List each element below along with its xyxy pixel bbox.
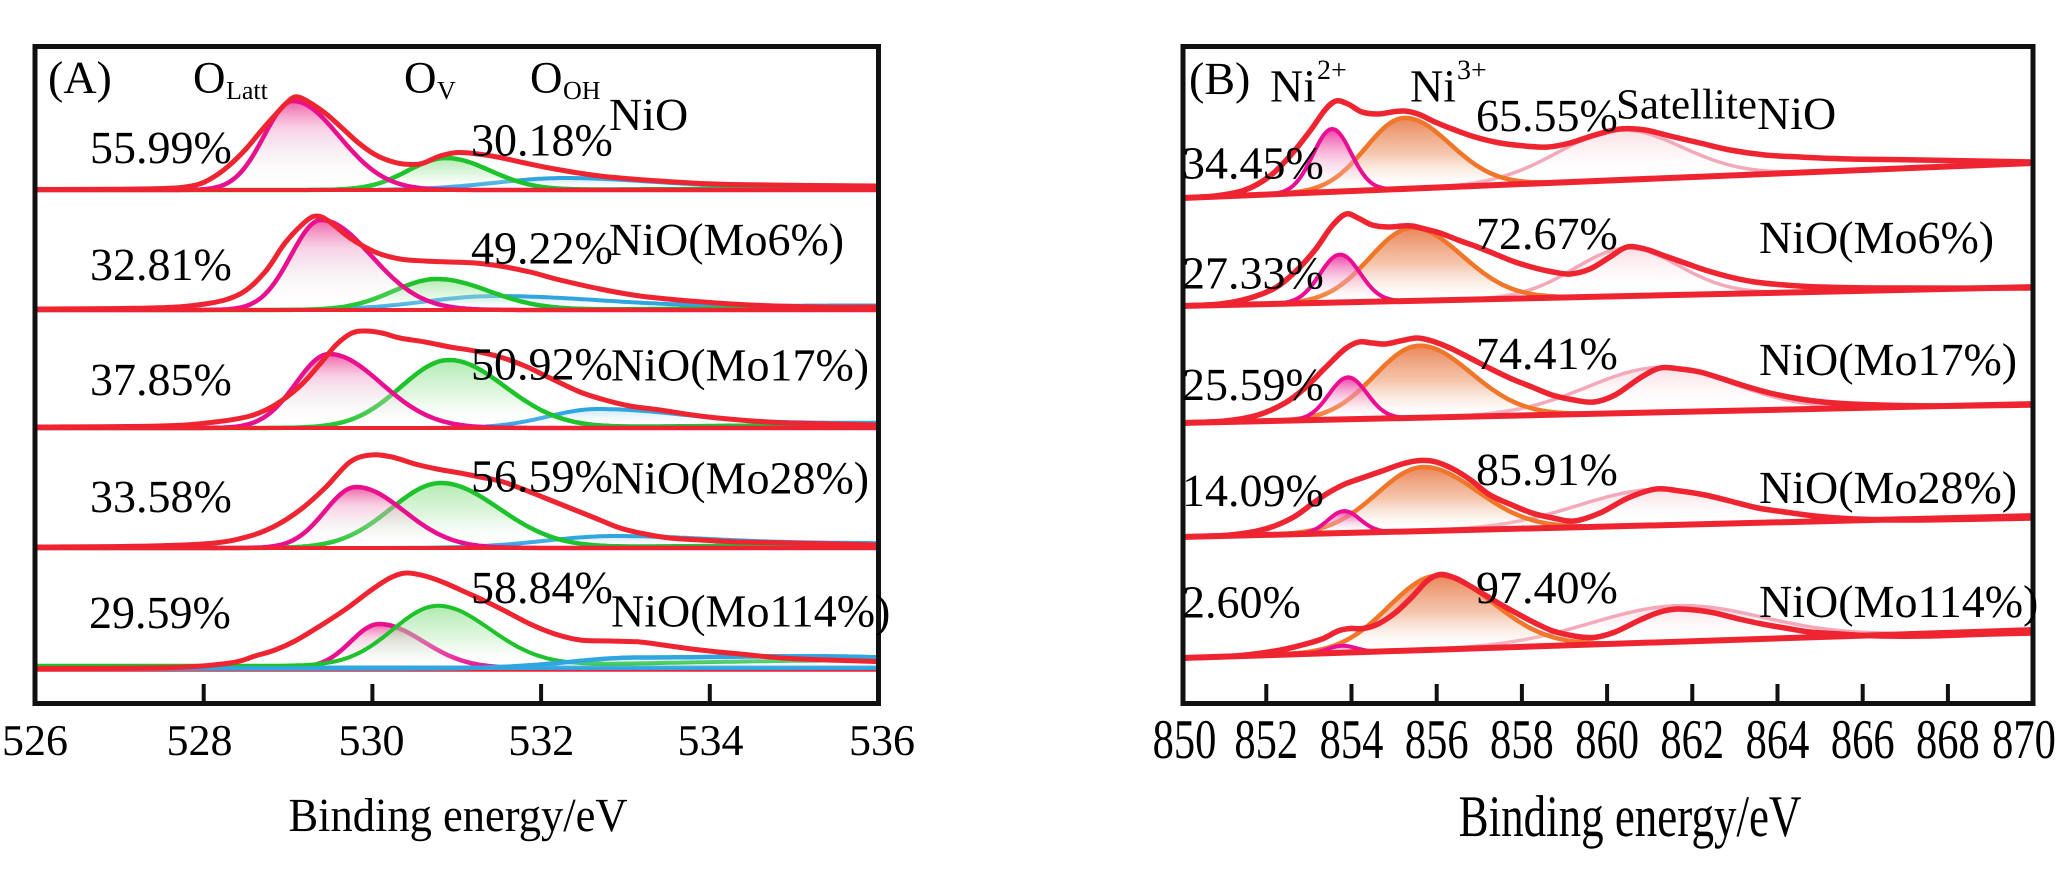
svg-text:O: O — [193, 53, 226, 103]
svg-text:854: 854 — [1320, 709, 1384, 771]
svg-text:536: 536 — [849, 716, 915, 765]
svg-text:58.84%: 58.84% — [471, 562, 613, 613]
svg-text:526: 526 — [2, 716, 68, 765]
svg-text:2+: 2+ — [1317, 55, 1347, 86]
svg-text:534: 534 — [678, 716, 744, 765]
svg-text:Binding energy/eV: Binding energy/eV — [288, 788, 627, 842]
svg-text:30.18%: 30.18% — [471, 115, 613, 166]
svg-text:NiO: NiO — [609, 89, 688, 140]
svg-text:Ni: Ni — [1410, 61, 1456, 112]
svg-text:(A): (A) — [48, 52, 112, 103]
svg-text:Latt: Latt — [226, 76, 269, 105]
svg-text:NiO(Mo28%): NiO(Mo28%) — [1759, 462, 2017, 513]
svg-text:Ni: Ni — [1270, 61, 1316, 112]
svg-text:NiO(Mo114%): NiO(Mo114%) — [1759, 576, 2038, 627]
svg-text:V: V — [437, 76, 456, 105]
svg-text:528: 528 — [167, 716, 233, 765]
svg-text:Satellite: Satellite — [1616, 82, 1757, 129]
svg-text:37.85%: 37.85% — [90, 354, 232, 405]
svg-text:868: 868 — [1916, 709, 1980, 771]
svg-text:29.59%: 29.59% — [89, 587, 231, 638]
svg-text:866: 866 — [1831, 709, 1895, 771]
svg-text:O: O — [404, 53, 437, 103]
svg-text:532: 532 — [508, 716, 574, 765]
svg-text:25.59%: 25.59% — [1182, 359, 1324, 410]
svg-text:NiO(Mo6%): NiO(Mo6%) — [609, 214, 844, 265]
svg-text:32.81%: 32.81% — [90, 239, 232, 290]
svg-text:97.40%: 97.40% — [1476, 562, 1618, 613]
svg-text:2.60%: 2.60% — [1182, 577, 1301, 628]
svg-text:NiO(Mo6%): NiO(Mo6%) — [1759, 212, 1994, 263]
svg-text:NiO: NiO — [1757, 88, 1836, 139]
svg-text:856: 856 — [1405, 709, 1469, 771]
svg-text:(B): (B) — [1189, 53, 1250, 104]
svg-text:858: 858 — [1490, 709, 1554, 771]
svg-text:50.92%: 50.92% — [471, 339, 613, 390]
svg-text:85.91%: 85.91% — [1476, 444, 1618, 495]
svg-text:530: 530 — [339, 716, 405, 765]
svg-text:27.33%: 27.33% — [1182, 248, 1324, 299]
svg-text:NiO(Mo17%): NiO(Mo17%) — [1759, 334, 2017, 385]
svg-text:34.45%: 34.45% — [1182, 138, 1324, 189]
svg-text:OH: OH — [563, 76, 601, 105]
svg-text:852: 852 — [1234, 709, 1298, 771]
svg-text:3+: 3+ — [1457, 55, 1487, 86]
svg-text:NiO(Mo28%): NiO(Mo28%) — [611, 453, 869, 504]
svg-text:56.59%: 56.59% — [471, 451, 613, 502]
svg-text:NiO(Mo17%): NiO(Mo17%) — [611, 340, 869, 391]
svg-text:860: 860 — [1575, 709, 1639, 771]
svg-text:864: 864 — [1746, 709, 1810, 771]
svg-text:74.41%: 74.41% — [1476, 328, 1618, 379]
svg-text:862: 862 — [1660, 709, 1724, 771]
svg-text:55.99%: 55.99% — [90, 122, 232, 173]
svg-text:NiO(Mo114%): NiO(Mo114%) — [611, 586, 890, 637]
svg-text:72.67%: 72.67% — [1476, 208, 1618, 259]
svg-text:14.09%: 14.09% — [1182, 465, 1324, 516]
svg-text:33.58%: 33.58% — [90, 471, 232, 522]
svg-text:O: O — [530, 53, 563, 103]
svg-text:Binding energy/eV: Binding energy/eV — [1459, 784, 1802, 850]
svg-text:65.55%: 65.55% — [1476, 90, 1618, 141]
svg-text:850: 850 — [1153, 709, 1217, 771]
svg-text:49.22%: 49.22% — [471, 223, 613, 274]
svg-text:870: 870 — [1992, 709, 2056, 771]
